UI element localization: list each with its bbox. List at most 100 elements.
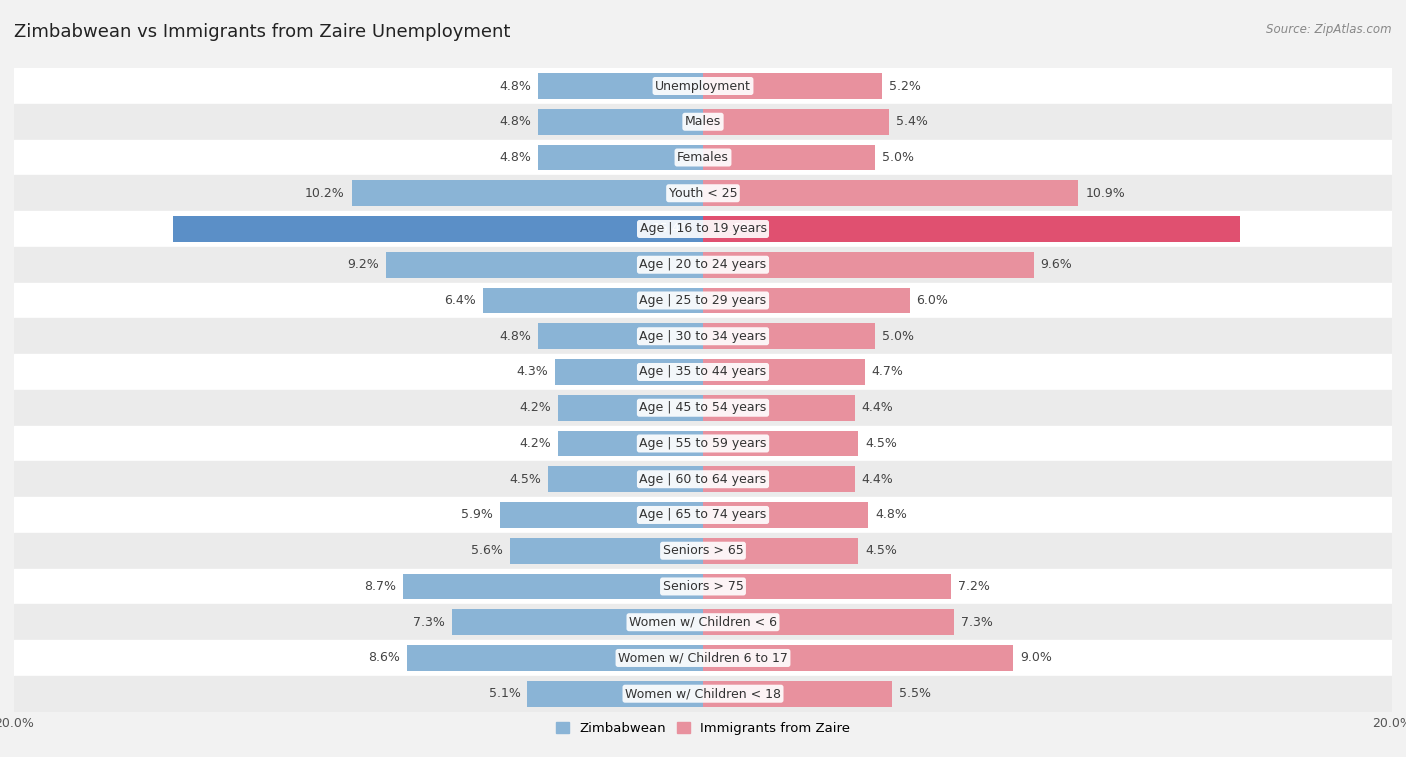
Bar <box>548 466 703 492</box>
Bar <box>352 180 703 206</box>
Bar <box>406 645 703 671</box>
Text: Youth < 25: Youth < 25 <box>669 187 737 200</box>
Text: Unemployment: Unemployment <box>655 79 751 92</box>
Text: 15.6%: 15.6% <box>713 223 754 235</box>
Text: 4.5%: 4.5% <box>865 437 897 450</box>
Text: Age | 25 to 29 years: Age | 25 to 29 years <box>640 294 766 307</box>
Bar <box>387 252 703 278</box>
Bar <box>14 68 1392 104</box>
Text: 4.7%: 4.7% <box>872 366 904 378</box>
Text: 4.8%: 4.8% <box>875 509 907 522</box>
Bar <box>703 466 855 492</box>
Bar <box>703 574 950 600</box>
Legend: Zimbabwean, Immigrants from Zaire: Zimbabwean, Immigrants from Zaire <box>550 717 856 740</box>
Text: 5.6%: 5.6% <box>471 544 503 557</box>
Text: 7.3%: 7.3% <box>413 615 444 629</box>
Text: 4.8%: 4.8% <box>499 151 531 164</box>
Text: 4.5%: 4.5% <box>865 544 897 557</box>
Text: Source: ZipAtlas.com: Source: ZipAtlas.com <box>1267 23 1392 36</box>
Bar <box>537 109 703 135</box>
Bar <box>173 217 703 242</box>
Text: 4.2%: 4.2% <box>520 401 551 414</box>
Bar <box>499 502 703 528</box>
Text: 5.2%: 5.2% <box>889 79 921 92</box>
Bar <box>703 109 889 135</box>
Bar <box>558 431 703 456</box>
Text: Women w/ Children < 6: Women w/ Children < 6 <box>628 615 778 629</box>
Text: 4.4%: 4.4% <box>862 401 893 414</box>
Text: Seniors > 75: Seniors > 75 <box>662 580 744 593</box>
Text: 8.7%: 8.7% <box>364 580 396 593</box>
Text: 5.9%: 5.9% <box>461 509 494 522</box>
Bar <box>527 681 703 706</box>
Text: 4.4%: 4.4% <box>862 472 893 486</box>
Bar <box>703 323 875 349</box>
Text: Age | 65 to 74 years: Age | 65 to 74 years <box>640 509 766 522</box>
Bar <box>703 73 882 99</box>
Bar <box>14 282 1392 319</box>
Bar <box>14 390 1392 425</box>
Bar <box>558 395 703 421</box>
Bar <box>703 681 893 706</box>
Text: 15.4%: 15.4% <box>652 223 693 235</box>
Bar <box>703 145 875 170</box>
Text: Females: Females <box>678 151 728 164</box>
Bar <box>14 176 1392 211</box>
Text: Age | 45 to 54 years: Age | 45 to 54 years <box>640 401 766 414</box>
Text: 9.6%: 9.6% <box>1040 258 1073 271</box>
Text: 10.2%: 10.2% <box>305 187 344 200</box>
Bar <box>14 319 1392 354</box>
Text: Age | 16 to 19 years: Age | 16 to 19 years <box>640 223 766 235</box>
Text: Seniors > 65: Seniors > 65 <box>662 544 744 557</box>
Text: Age | 35 to 44 years: Age | 35 to 44 years <box>640 366 766 378</box>
Text: 10.9%: 10.9% <box>1085 187 1125 200</box>
Text: 9.2%: 9.2% <box>347 258 380 271</box>
Bar <box>14 604 1392 640</box>
Bar <box>703 502 869 528</box>
Bar <box>703 609 955 635</box>
Text: 5.0%: 5.0% <box>882 330 914 343</box>
Bar <box>14 676 1392 712</box>
Text: 7.3%: 7.3% <box>962 615 993 629</box>
Bar <box>703 180 1078 206</box>
Bar <box>703 288 910 313</box>
Bar <box>14 569 1392 604</box>
Text: 4.8%: 4.8% <box>499 115 531 128</box>
Text: 5.0%: 5.0% <box>882 151 914 164</box>
Bar <box>537 73 703 99</box>
Bar <box>703 538 858 563</box>
Text: Age | 30 to 34 years: Age | 30 to 34 years <box>640 330 766 343</box>
Bar <box>703 217 1240 242</box>
Text: 4.5%: 4.5% <box>509 472 541 486</box>
Text: 5.4%: 5.4% <box>896 115 928 128</box>
Bar <box>14 247 1392 282</box>
Text: 6.4%: 6.4% <box>444 294 475 307</box>
Bar <box>482 288 703 313</box>
Bar <box>703 645 1012 671</box>
Text: Age | 60 to 64 years: Age | 60 to 64 years <box>640 472 766 486</box>
Bar <box>14 461 1392 497</box>
Bar <box>703 359 865 385</box>
Text: 6.0%: 6.0% <box>917 294 949 307</box>
Text: 9.0%: 9.0% <box>1019 652 1052 665</box>
Text: 5.5%: 5.5% <box>900 687 931 700</box>
Text: Age | 55 to 59 years: Age | 55 to 59 years <box>640 437 766 450</box>
Bar <box>555 359 703 385</box>
Text: 4.8%: 4.8% <box>499 330 531 343</box>
Bar <box>14 425 1392 461</box>
Bar <box>703 431 858 456</box>
Text: 8.6%: 8.6% <box>368 652 399 665</box>
Text: 5.1%: 5.1% <box>488 687 520 700</box>
Text: Males: Males <box>685 115 721 128</box>
Bar <box>14 139 1392 176</box>
Bar <box>404 574 703 600</box>
Bar <box>537 145 703 170</box>
Bar <box>537 323 703 349</box>
Text: 4.2%: 4.2% <box>520 437 551 450</box>
Text: 4.3%: 4.3% <box>516 366 548 378</box>
Bar <box>703 252 1033 278</box>
Bar <box>451 609 703 635</box>
Text: Zimbabwean vs Immigrants from Zaire Unemployment: Zimbabwean vs Immigrants from Zaire Unem… <box>14 23 510 41</box>
Bar <box>510 538 703 563</box>
Bar <box>14 533 1392 569</box>
